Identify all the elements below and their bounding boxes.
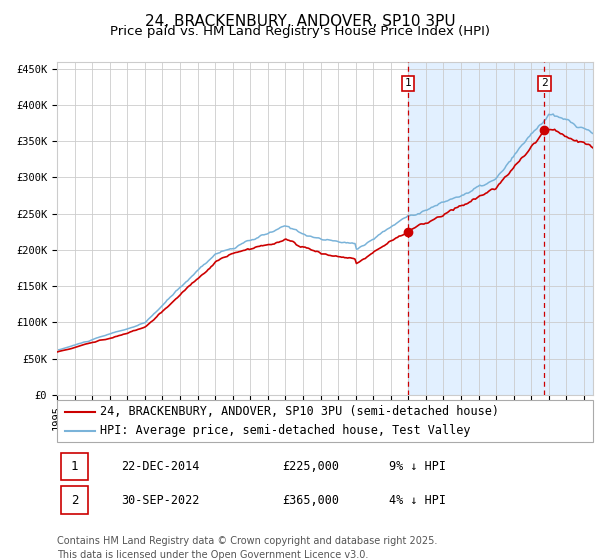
Bar <box>61 453 88 480</box>
Text: 30-SEP-2022: 30-SEP-2022 <box>121 493 200 507</box>
Text: 9% ↓ HPI: 9% ↓ HPI <box>389 460 446 473</box>
Bar <box>61 487 88 514</box>
Text: 2: 2 <box>541 78 548 88</box>
Text: 24, BRACKENBURY, ANDOVER, SP10 3PU: 24, BRACKENBURY, ANDOVER, SP10 3PU <box>145 14 455 29</box>
Text: Contains HM Land Registry data © Crown copyright and database right 2025.
This d: Contains HM Land Registry data © Crown c… <box>57 536 437 559</box>
Text: 1: 1 <box>404 78 411 88</box>
Bar <box>408 62 593 395</box>
Text: £225,000: £225,000 <box>282 460 339 473</box>
Text: 1: 1 <box>71 460 79 473</box>
Text: 24, BRACKENBURY, ANDOVER, SP10 3PU (semi-detached house): 24, BRACKENBURY, ANDOVER, SP10 3PU (semi… <box>100 405 499 418</box>
Text: £365,000: £365,000 <box>282 493 339 507</box>
Text: 2: 2 <box>71 493 79 507</box>
Text: 22-DEC-2014: 22-DEC-2014 <box>121 460 200 473</box>
Text: Price paid vs. HM Land Registry's House Price Index (HPI): Price paid vs. HM Land Registry's House … <box>110 25 490 38</box>
Text: 4% ↓ HPI: 4% ↓ HPI <box>389 493 446 507</box>
Text: HPI: Average price, semi-detached house, Test Valley: HPI: Average price, semi-detached house,… <box>100 424 470 437</box>
